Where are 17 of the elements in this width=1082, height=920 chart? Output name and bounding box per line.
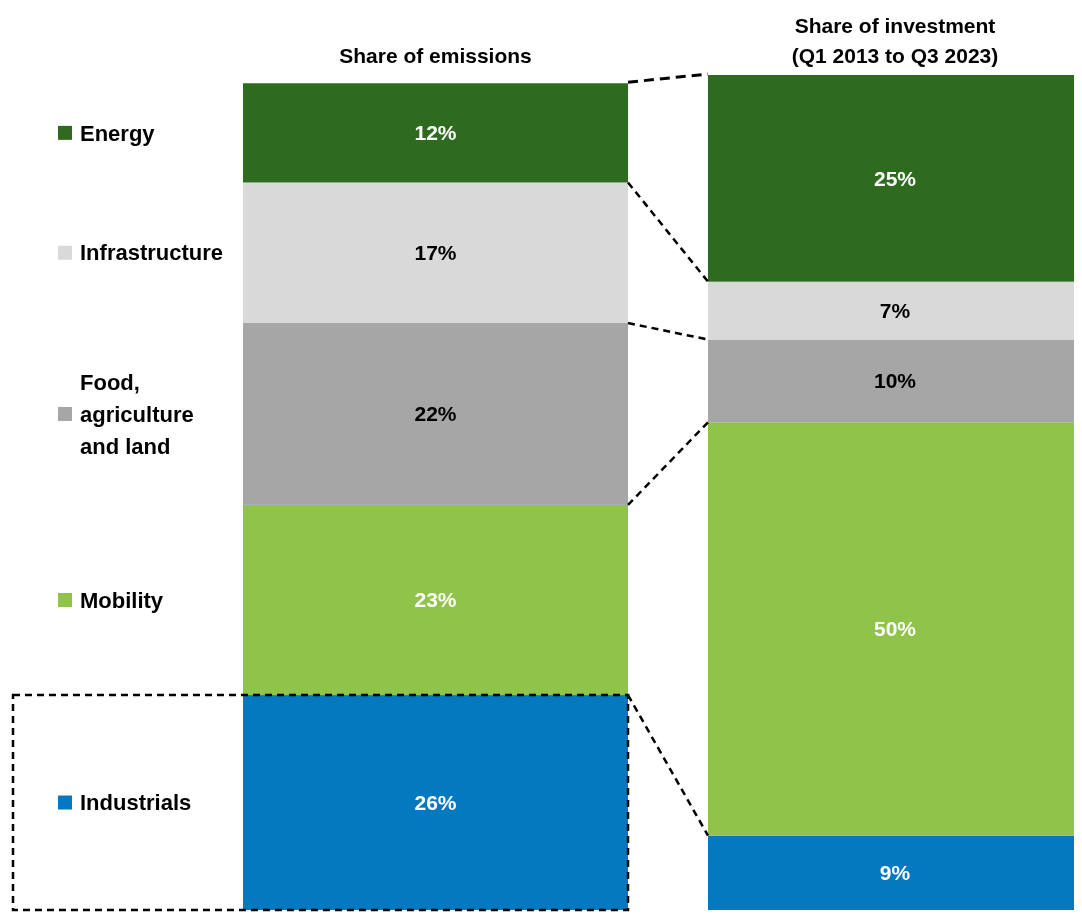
data-label: 12% [414, 121, 457, 145]
data-label: 50% [873, 617, 917, 641]
data-label: 10% [873, 369, 917, 393]
data-label: 17% [414, 241, 457, 265]
data-label: 23% [414, 588, 457, 612]
legend-label: Energy [80, 120, 156, 146]
x-tick-label: Share of investment (Q1 2013 to Q3 2023) [791, 14, 999, 67]
data-label: 22% [414, 402, 457, 426]
data-label: 9% [879, 861, 911, 885]
legend-label: Food, agriculture and land [80, 369, 194, 459]
legend-label: Industrials [80, 790, 192, 816]
x-tick-label: Share of emissions [339, 44, 532, 67]
legend-label: Mobility [80, 587, 164, 613]
data-label: 25% [873, 166, 917, 190]
data-label: 7% [879, 298, 911, 322]
data-label: 26% [414, 790, 457, 814]
legend-label: Infrastructure [80, 240, 224, 266]
